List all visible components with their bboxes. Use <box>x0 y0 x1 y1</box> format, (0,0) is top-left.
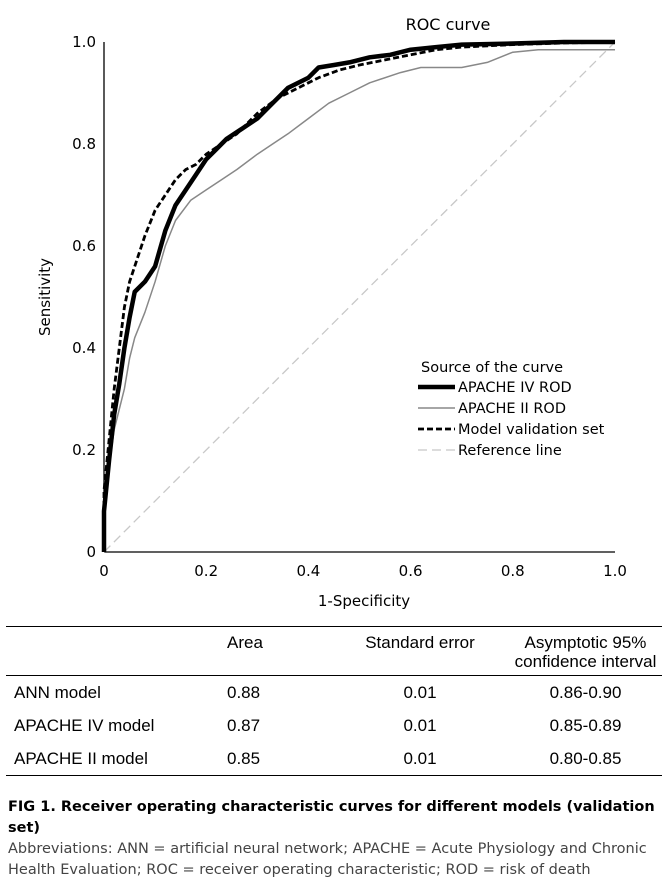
series-line-apache-ii-rod <box>103 48 615 552</box>
legend-title: Source of the curve <box>421 360 563 376</box>
header-confidence-interval: Asymptotic 95% confidence interval <box>509 627 662 676</box>
y-tick-label: 0.2 <box>72 441 96 459</box>
table-header-row: Area Standard error Asymptotic 95% confi… <box>6 626 662 676</box>
legend-label: Model validation set <box>458 422 605 438</box>
x-tick-label: 1.0 <box>603 562 627 580</box>
x-tick-label: 0 <box>99 562 109 580</box>
y-tick-label: 1.0 <box>72 33 96 51</box>
x-tick-label: 0.8 <box>501 562 525 580</box>
legend-label: APACHE IV ROD <box>458 380 572 396</box>
y-axis-label: Sensitivity <box>36 258 54 336</box>
cell-standard-error: 0.01 <box>403 715 437 735</box>
x-ticks: 0 0.2 0.4 0.6 0.8 1.0 <box>99 562 627 580</box>
cell-area: 0.85 <box>227 748 261 768</box>
series-line-reference-line <box>103 41 616 553</box>
header-standard-error: Standard error <box>365 633 475 652</box>
legend-label: Reference line <box>458 443 562 459</box>
roc-chart: ROC curve 0 0.2 0.4 0.6 0.8 1.0 0 0.2 0.4 0.6 0.8… <box>36 15 627 610</box>
cell-model: APACHE IV model <box>14 715 155 735</box>
y-ticks: 0 0.2 0.4 0.6 0.8 1.0 <box>72 33 96 561</box>
header-ci-line1: Asymptotic 95% <box>524 633 647 652</box>
legend-label: APACHE II ROD <box>458 401 566 417</box>
cell-area: 0.87 <box>227 715 261 735</box>
cell-confidence-interval: 0.86-0.90 <box>549 682 622 702</box>
header-model <box>6 627 223 676</box>
y-tick-label: 0.8 <box>72 135 96 153</box>
series-line-model-validation-set <box>102 40 616 552</box>
series-layer <box>101 39 616 553</box>
stats-table: Area Standard error Asymptotic 95% confi… <box>6 626 662 776</box>
table-row: APACHE II model 0.85 0.01 0.80-0.85 <box>6 742 662 776</box>
x-tick-label: 0.2 <box>194 562 218 580</box>
cell-model: APACHE II model <box>14 748 148 768</box>
legend: Source of the curve APACHE IV ROD APACHE … <box>418 360 605 459</box>
y-tick-label: 0 <box>86 543 96 561</box>
table-row: ANN model 0.88 0.01 0.86-0.90 <box>6 676 662 710</box>
cell-confidence-interval: 0.80-0.85 <box>549 748 622 768</box>
chart-title: ROC curve <box>406 15 491 34</box>
caption-abbreviations: Abbreviations: ANN = artificial neural n… <box>8 841 647 878</box>
y-tick-label: 0.6 <box>72 237 96 255</box>
cell-model: ANN model <box>14 682 101 702</box>
cell-standard-error: 0.01 <box>403 682 437 702</box>
cell-standard-error: 0.01 <box>403 748 437 768</box>
header-ci-line2: confidence interval <box>514 652 657 671</box>
table-row: APACHE IV model 0.87 0.01 0.85-0.89 <box>6 709 662 742</box>
cell-confidence-interval: 0.85-0.89 <box>549 715 622 735</box>
figure-caption: FIG 1. Receiver operating characteristic… <box>8 797 664 881</box>
x-tick-label: 0.6 <box>399 562 423 580</box>
y-tick-label: 0.4 <box>72 339 96 357</box>
x-tick-label: 0.4 <box>296 562 320 580</box>
x-axis-label: 1-Specificity <box>318 592 410 610</box>
series-line-apache-iv-rod <box>101 39 615 552</box>
header-area: Area <box>227 633 263 652</box>
cell-area: 0.88 <box>227 682 261 702</box>
caption-title: FIG 1. Receiver operating characteristic… <box>8 799 655 836</box>
